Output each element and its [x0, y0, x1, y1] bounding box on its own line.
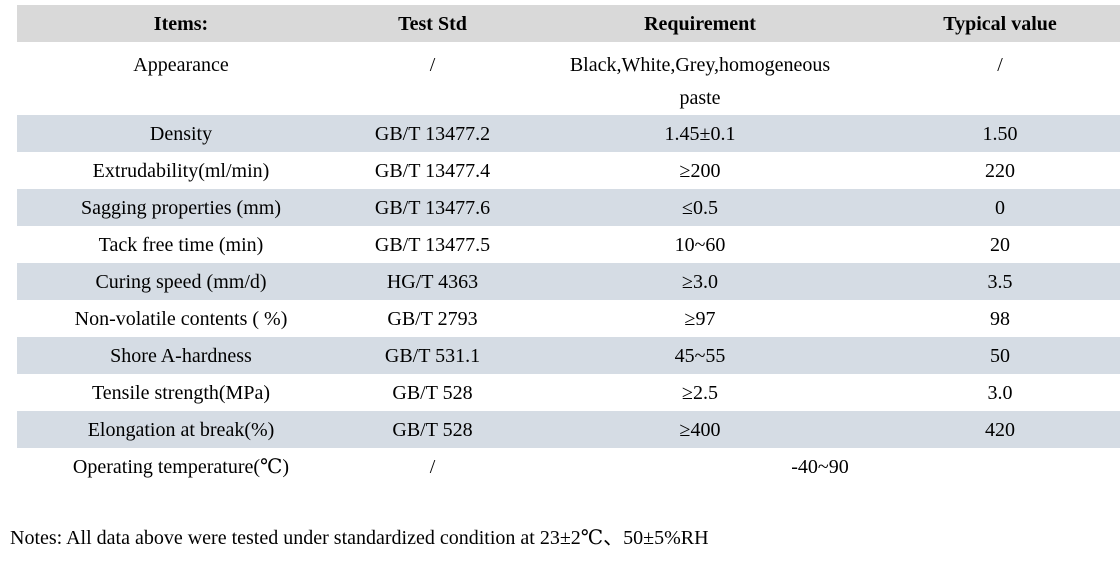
col-header-test-std: Test Std [398, 12, 467, 35]
cell-typical: 220 [985, 159, 1015, 182]
cell-item: Curing speed (mm/d) [95, 270, 267, 293]
cell-item: Tack free time (min) [98, 233, 264, 256]
row-elongation-at-break: Elongation at break(%) GB/T 528 ≥400 420 [17, 411, 1120, 448]
cell-test-std: GB/T 528 [392, 418, 473, 441]
cell-test-std: HG/T 4363 [386, 270, 479, 293]
cell-typical: 3.5 [987, 270, 1013, 293]
row-tensile-strength: Tensile strength(MPa) GB/T 528 ≥2.5 3.0 [17, 374, 1120, 411]
cell-item: Non-volatile contents ( %) [74, 307, 288, 330]
col-header-items: Items: [153, 12, 209, 35]
cell-test-std: GB/T 13477.5 [374, 233, 491, 256]
cell-requirement: ≥400 [679, 418, 721, 441]
cell-requirement: 10~60 [674, 233, 726, 256]
row-shore-a-hardness: Shore A-hardness GB/T 531.1 45~55 50 [17, 337, 1120, 374]
col-header-typical-value: Typical value [943, 12, 1057, 35]
cell-item: Operating temperature(℃) [72, 455, 290, 478]
spec-table: Items: Test Std Requirement Typical valu… [17, 5, 1120, 485]
row-tack-free-time: Tack free time (min) GB/T 13477.5 10~60 … [17, 226, 1120, 263]
cell-typical: / [997, 54, 1003, 76]
cell-item: Density [149, 122, 213, 145]
cell-test-std: GB/T 2793 [387, 307, 478, 330]
cell-requirement: Black,White,Grey,homogeneous paste [569, 54, 831, 109]
row-extrudability: Extrudability(ml/min) GB/T 13477.4 ≥200 … [17, 152, 1120, 189]
row-non-volatile-contents: Non-volatile contents ( %) GB/T 2793 ≥97… [17, 300, 1120, 337]
cell-test-std: GB/T 13477.2 [374, 122, 491, 145]
cell-requirement: ≥2.5 [682, 381, 718, 404]
cell-test-std: / [429, 54, 436, 76]
cell-typical: 420 [985, 418, 1015, 441]
cell-item: Extrudability(ml/min) [92, 159, 270, 182]
cell-typical: 98 [990, 307, 1010, 330]
row-sagging-properties: Sagging properties (mm) GB/T 13477.6 ≤0.… [17, 189, 1120, 226]
cell-test-std: / [429, 455, 436, 478]
col-header-requirement: Requirement [644, 12, 756, 35]
cell-test-std: GB/T 13477.4 [374, 159, 491, 182]
cell-requirement: ≥3.0 [682, 270, 718, 293]
cell-item: Shore A-hardness [110, 344, 252, 367]
cell-typical: 0 [995, 196, 1005, 219]
cell-requirement: 1.45±0.1 [664, 122, 736, 145]
cell-item: Appearance [133, 54, 229, 76]
cell-item: Elongation at break(%) [87, 418, 275, 441]
cell-test-std: GB/T 528 [392, 381, 473, 404]
cell-test-std: GB/T 531.1 [384, 344, 481, 367]
notes-text: Notes: All data above were tested under … [10, 527, 709, 549]
header-row: Items: Test Std Requirement Typical valu… [17, 5, 1120, 42]
datasheet-page: Items: Test Std Requirement Typical valu… [0, 5, 1120, 561]
cell-requirement: ≥97 [684, 307, 716, 330]
cell-requirement-merged: -40~90 [791, 455, 849, 478]
row-appearance: Appearance / Black,White,Grey,homogeneou… [17, 42, 1120, 115]
cell-requirement: 45~55 [674, 344, 726, 367]
row-curing-speed: Curing speed (mm/d) HG/T 4363 ≥3.0 3.5 [17, 263, 1120, 300]
cell-requirement: ≤0.5 [682, 196, 718, 219]
cell-typical: 20 [990, 233, 1010, 256]
row-density: Density GB/T 13477.2 1.45±0.1 1.50 [17, 115, 1120, 152]
cell-typical: 50 [990, 344, 1010, 367]
cell-requirement: ≥200 [679, 159, 721, 182]
cell-item: Tensile strength(MPa) [91, 381, 270, 404]
row-operating-temperature: Operating temperature(℃) / -40~90 [17, 448, 1120, 485]
cell-typical: 3.0 [987, 381, 1013, 404]
cell-test-std: GB/T 13477.6 [374, 196, 491, 219]
cell-item: Sagging properties (mm) [81, 196, 281, 219]
cell-typical: 1.50 [982, 122, 1018, 145]
